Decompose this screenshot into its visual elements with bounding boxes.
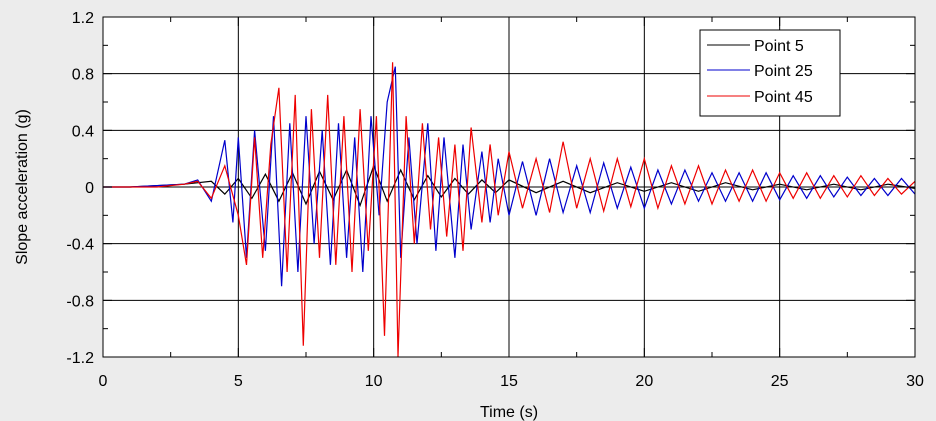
series-line-point-45: [103, 62, 916, 358]
y-axis-title: Slope acceleration (g): [14, 109, 31, 265]
x-tick-label: 15: [500, 373, 518, 390]
x-tick-label: 20: [635, 373, 653, 390]
legend-label-point-45: Point 45: [754, 89, 813, 106]
legend-label-point-5: Point 5: [754, 38, 804, 55]
y-tick-label: -1.2: [66, 350, 94, 367]
series-layer: [103, 62, 916, 358]
y-tick-label: 0: [85, 180, 94, 197]
y-tick-label: -0.4: [66, 237, 94, 254]
y-tick-label: 1.2: [72, 10, 94, 27]
ticks: [102, 16, 916, 358]
y-tick-label: 0.8: [72, 67, 94, 84]
x-tick-label: 30: [906, 373, 924, 390]
y-tick-label: -0.8: [66, 293, 94, 310]
y-tick-label: 0.4: [72, 123, 94, 140]
x-axis-title: Time (s): [480, 404, 538, 421]
legend: Point 5 Point 25 Point 45: [699, 29, 841, 117]
legend-box: [699, 29, 841, 117]
x-tick-label: 5: [234, 373, 243, 390]
series-line-point-25: [103, 66, 916, 287]
x-tick-label: 25: [771, 373, 789, 390]
legend-label-point-25: Point 25: [754, 63, 813, 80]
x-tick-label: 0: [99, 373, 108, 390]
x-tick-label: 10: [365, 373, 383, 390]
tick-labels: 0 5 10 15 20 25 30 1.2 0.8 0.4 0 -0.4 -0.8 -1.2: [66, 10, 924, 390]
grid: [103, 17, 915, 357]
